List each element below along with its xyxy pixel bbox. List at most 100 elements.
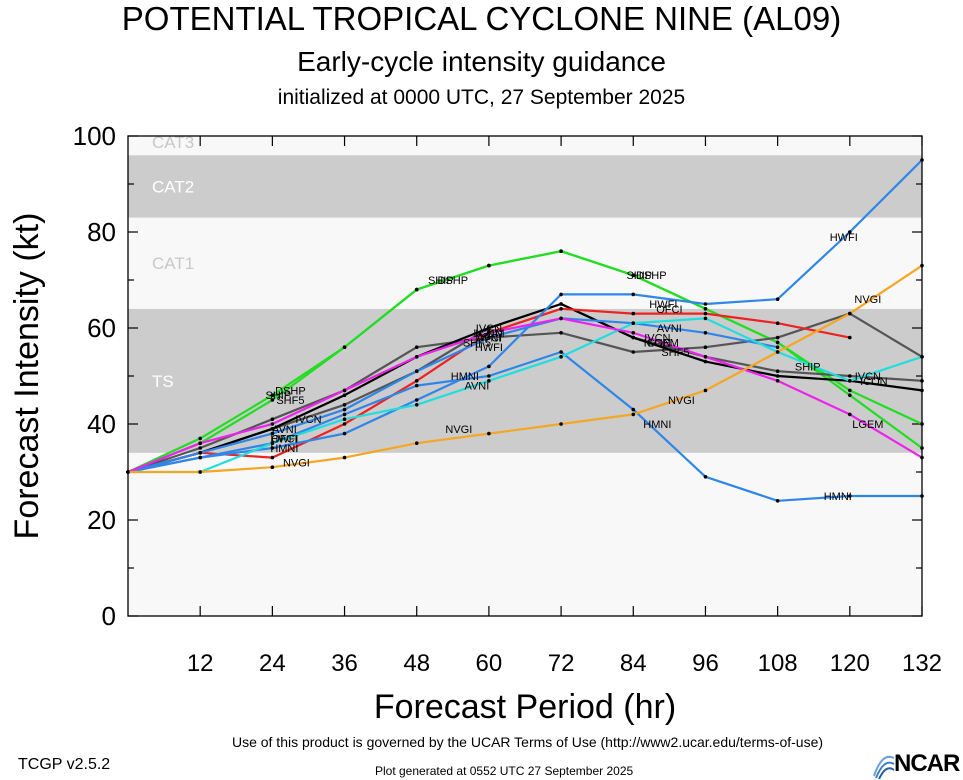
data-point-shf5-2 [775,335,780,340]
series-line-avni-6 [127,317,778,474]
data-point-nvgi-11 [342,455,347,460]
data-point-ofci-5 [775,321,780,326]
data-point-hmni-8 [848,494,852,498]
data-point-lgem-10 [487,331,491,335]
data-point-icon-4 [631,335,636,340]
x-axis-title: Forecast Period (hr) [374,688,676,726]
x-tick-label: 84 [620,650,647,677]
chart-subtitle: Early-cycle intensity guidance [297,46,666,77]
data-point-lgem-10 [848,412,852,417]
data-point-avni-9 [631,321,636,326]
data-point-hwfi-7 [342,431,347,436]
data-point-avni-9 [920,355,924,359]
data-point-ofci-5 [270,455,275,460]
x-tick-label: 120 [830,650,870,677]
series-line-icon-4 [127,302,923,474]
x-tick-label: 36 [331,650,358,677]
series-label-hmni-8: HMNI [643,419,671,431]
data-point-hmni-8 [559,350,563,354]
data-point-avni-9 [414,403,419,407]
data-point-avni-9 [848,379,852,383]
ncar-swirl-icon [873,755,895,780]
series-label-nvgi-11: NVGI [445,424,472,436]
data-point-shf5-2 [559,331,563,335]
data-point-avni-9 [487,379,491,383]
band-cat3 [128,136,922,156]
ncar-logo: NCAR [872,748,963,780]
data-point-shf5-2 [631,350,636,354]
y-tick-label: 100 [73,121,116,151]
series-label-lgem-10: LGEM [648,337,679,349]
data-point-ship-1 [342,345,347,350]
data-point-icon-4 [703,359,708,364]
series-label-nvgi-11: NVGI [668,395,695,407]
data-point-nvgi-11 [198,470,202,474]
data-point-nvgi-11 [775,350,780,354]
series-label-hwfi-7: HWFI [475,342,503,354]
band-label-cat3: CAT3 [152,133,194,152]
series-label-shf5-2: SHF5 [463,337,491,349]
data-point-nvgi-11 [126,470,130,474]
series-label-ivcn-3: IVCN [295,414,321,426]
series-label-ship-1: SHIP [428,275,454,287]
band-cat1 [128,217,922,309]
series-label-ivcn-3: IVCN [476,323,502,335]
x-tick-label: 72 [548,650,575,677]
data-point-ofci-5 [342,422,347,426]
band-cat2 [128,155,922,218]
data-point-hmni-8 [920,494,924,498]
x-tick-label: 12 [187,650,214,677]
ncar-logo-text: NCAR [894,750,960,777]
data-point-avni-6 [775,345,780,350]
data-point-icon-4 [487,326,491,330]
data-point-nvgi-11 [920,263,924,268]
data-point-hmni-8 [342,412,347,417]
band-label-cat2: CAT2 [152,177,194,196]
y-axis-title: Forecast Intensity (kt) [8,213,46,540]
data-point-ship-1 [848,393,852,398]
y-tick-label: 20 [87,505,116,535]
data-point-lgem-10 [270,422,275,426]
data-point-nvgi-11 [487,431,491,436]
data-point-ofci-5 [414,379,419,383]
data-point-shf5-2 [703,345,708,350]
data-point-ship-1 [703,307,708,311]
data-point-nvgi-11 [559,422,563,426]
data-point-avni-9 [703,316,708,321]
series-label-icon-4: ICON [475,328,503,340]
data-point-ivcn-3 [920,379,924,383]
data-point-avni-6 [342,407,347,412]
series-label-hmni-8: HMNI [824,491,852,503]
data-point-avni-6 [414,369,419,374]
x-tick-label: 132 [902,650,942,677]
chart-title: POTENTIAL TROPICAL CYCLONE NINE (AL09) [121,0,842,37]
data-point-hwfi-7 [487,364,491,369]
terms-of-use-note: Use of this product is governed by the U… [231,734,824,750]
data-point-shf5-2 [198,446,202,450]
series-label-shf5-2: SHF5 [276,395,304,407]
data-point-hwfi-7 [703,302,708,306]
data-point-lgem-10 [775,379,780,383]
data-point-lgem-10 [342,388,347,393]
data-point-avni-6 [270,431,275,436]
data-point-hmni-8 [631,407,636,412]
data-point-hmni-8 [414,383,419,388]
x-tick-label: 24 [259,650,286,677]
series-label-nvgi-11: NVGI [854,294,881,306]
data-point-ship-1 [487,263,491,268]
data-point-ship-1 [270,398,275,402]
x-tick-label: 48 [403,650,430,677]
series-line-hwfi-7 [127,159,923,474]
data-point-icon-4 [775,374,780,378]
series-line-ship-1 [127,250,923,474]
series-label-avni-6: AVNI [657,323,682,335]
data-point-nvgi-11 [414,441,419,446]
x-tick-label: 60 [476,650,503,677]
data-point-ivcn-3 [342,403,347,407]
y-tick-label: 0 [102,601,116,631]
series-line-lgem-10 [127,317,923,474]
data-point-icon-4 [920,388,924,393]
data-point-hmni-8 [198,455,202,460]
data-point-icon-4 [342,393,347,398]
